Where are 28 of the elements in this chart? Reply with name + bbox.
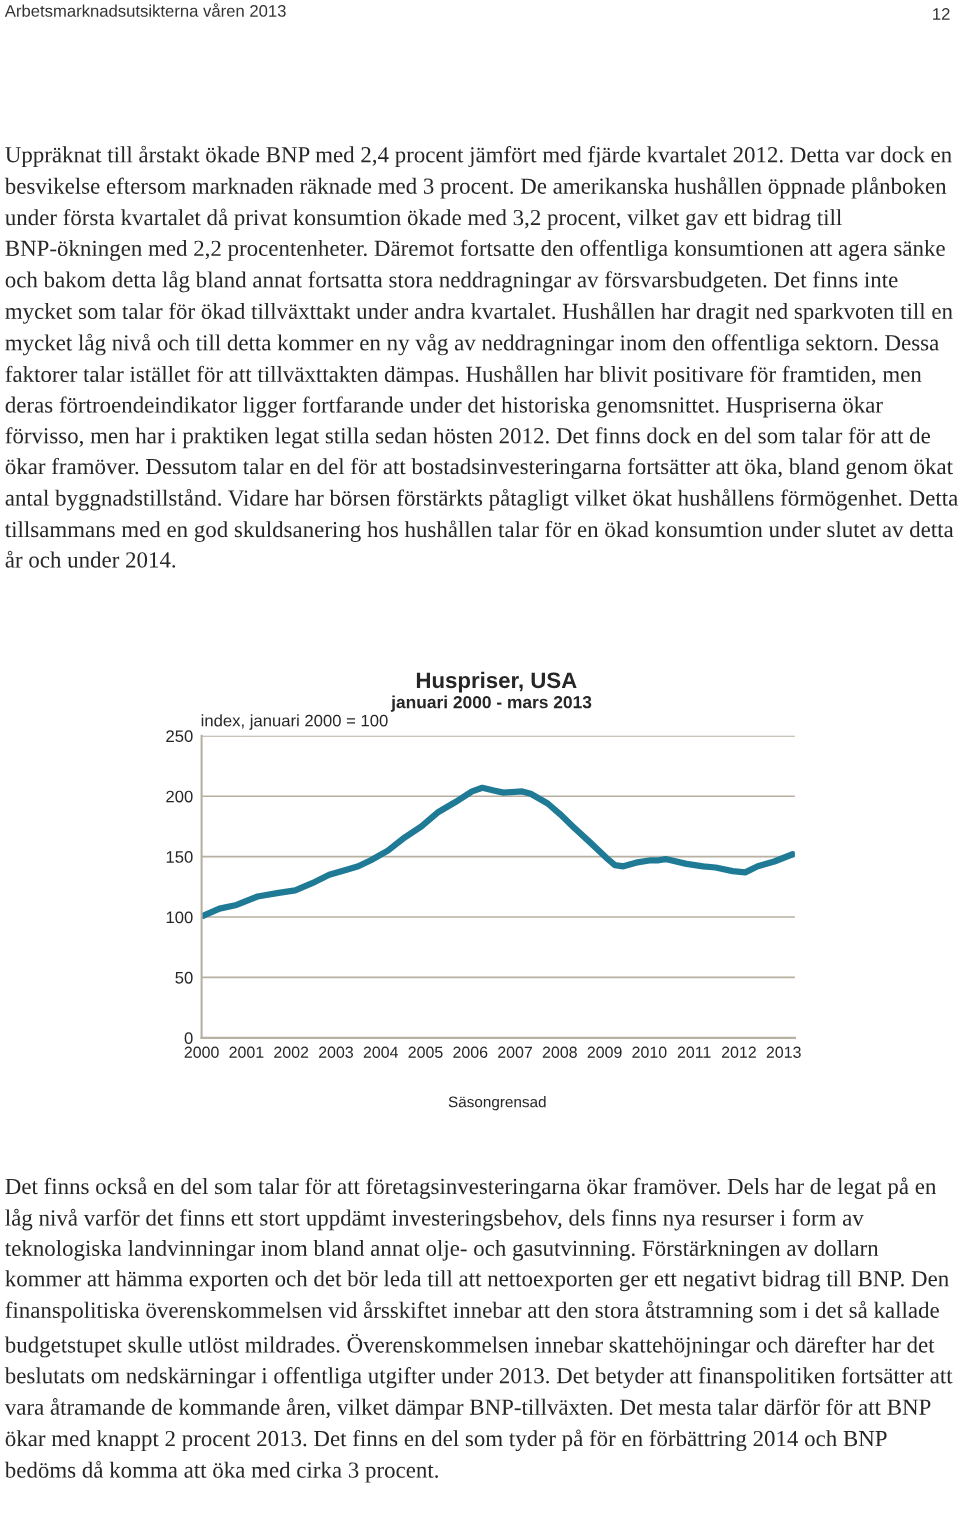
x-tick-label: 2004 <box>363 1046 398 1058</box>
y-tick-label: 50 <box>175 971 193 984</box>
x-tick-label: 2010 <box>632 1046 667 1058</box>
text: Arbetsmarknadsutsikterna våren 2013 <box>4 3 286 17</box>
x-tick-label: 2003 <box>318 1046 353 1058</box>
text: Uppräknat till årstakt ökade BNP med 2,4 procent jämfört med fjärde kvartalet 2012. Detta var dock en besvikelse eftersom marknaden räknade med 3 procent. De amerikanska hushållen öppnade plånboken under första kvartalet då privat konsumtion ökade med 3,2 procent, vilket gav ett bidrag till BNP-ökningen med 2,2 procentenheter. Däremot fortsatte den offentliga konsumtionen att agera sänke och bakom detta låg bland annat fortsatta stora neddragningar av försvarsbudgeten. Det finns inte mycket som talar för ökad tillväxttakt under andra kvartalet. Hushållen har dragit ned sparkvoten till en mycket låg nivå och till detta kommer en ny våg av neddragningar inom den offentliga sektorn. Dessa faktorer talar istället för att tillväxttakten dämpas. Hushållen har blivit positivare för framtiden, men deras förtroendeindikator ligger fortfarande under det historiska genomsnittet. Huspriserna ökar förvisso, men har i praktiken legat stilla sedan hösten 2012. Det finns dock en del som talar för att de ökar framöver. Dessutom talar en del för att bostadsinvesteringarna fortsätter att öka, bland genom ökat antal byggnadstillstånd. Vidare har börsen förstärkts påtagligt vilket ökat hushållens förmögenhet. Detta tillsammans med en god skuldsanering hos hushållen talar för en ökad konsumtion under slutet av detta år och under 2014. <box>4 145 958 568</box>
text: Det finns också en del som talar för att företagsinvesteringarna ökar framöver. Dels har de legat på en låg nivå varför det finns ett stort uppdämt investeringsbehov, dels finns nya resurser i form av teknologiska landvinningar inom bland annat olje- och gasutvinning. Förstärkningen av dollarn kommer att hämma exporten och det bör leda till att nettoexporten ger ett negativt bidrag till BNP. Den finanspolitiska överenskommelsen vid årsskiftet innebar att den stora åtstramning som i det så kallade budgetstupet skulle utlöst mildrades. Överenskommelsen innebar skattehöjningar och därefter har det beslutats om nedskärningar i offentliga utgifter under 2013. Det betyder att finanspolitiken fortsätter att vara åtramande de kommande åren, vilket dämpar BNP-tillväxten. Det mesta talar därför för att BNP ökar med knappt 2 procent 2013. Det finns en del som tyder på för en förbättring 2014 och BNP bedöms då komma att öka med cirka 3 procent. <box>4 1177 953 1483</box>
x-tick-label: 2001 <box>229 1046 264 1058</box>
y-tick-label: 100 <box>166 911 193 924</box>
y-tick-label: 200 <box>166 790 193 803</box>
chart-title: Huspriser, USA <box>416 671 577 693</box>
x-tick-label: 2009 <box>587 1046 622 1058</box>
y-axis-title: index, januari 2000 = 100 <box>201 714 388 730</box>
text: Säsongrensad <box>448 1096 546 1111</box>
x-tick-label: 2005 <box>408 1046 443 1058</box>
chart-subtitle: januari 2000 - mars 2013 <box>390 695 592 712</box>
text: 12 <box>933 8 950 20</box>
x-tick-label: 2011 <box>677 1046 711 1058</box>
x-tick-label: 2013 <box>766 1046 801 1058</box>
x-tick-label: 2008 <box>542 1046 577 1058</box>
y-tick-label: 250 <box>166 730 193 743</box>
x-tick-label: 2000 <box>184 1046 219 1058</box>
x-tick-label: 2002 <box>274 1046 309 1058</box>
y-tick-label: 150 <box>166 851 193 863</box>
y-tick-label: 0 <box>184 1032 193 1045</box>
x-tick-label: 2012 <box>721 1046 756 1058</box>
x-tick-label: 2007 <box>498 1046 532 1058</box>
x-tick-label: 2006 <box>453 1046 488 1058</box>
